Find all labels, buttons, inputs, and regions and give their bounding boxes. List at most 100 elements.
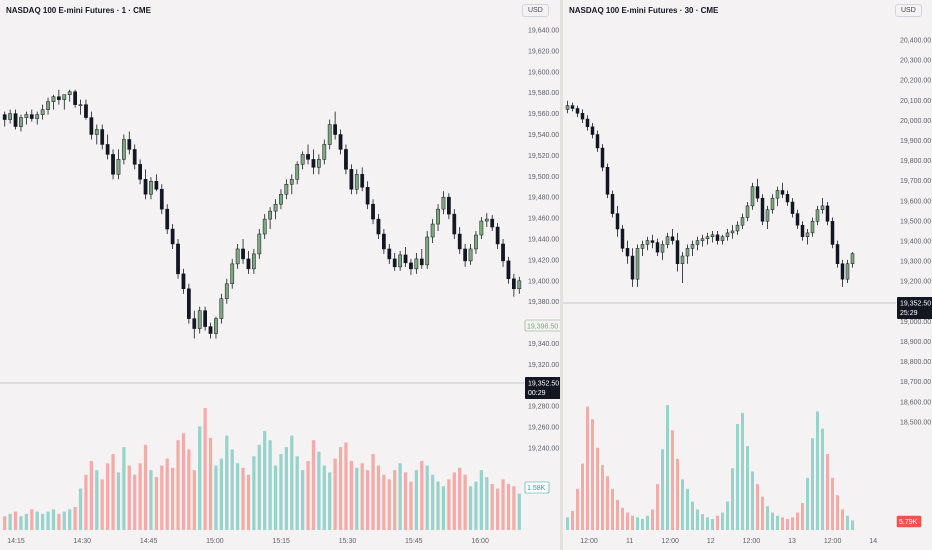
candle [300,154,305,165]
bar-countdown: 25:29 [900,310,918,317]
volume-bar [122,447,126,530]
volume-bar [766,506,769,530]
volume-bar [360,463,364,530]
volume-bar [656,484,659,530]
candle [820,205,825,210]
chart-pane-30m[interactable]: NASDAQ 100 E-mini Futures · 30 · CME USD… [563,0,932,550]
current-price-value: 19,352.50 [900,301,931,308]
volume-bar [35,511,39,530]
candle [24,114,29,118]
currency-button[interactable]: USD [895,4,922,17]
volume-bar [376,465,381,530]
volume-bar [95,470,99,530]
candle [111,154,115,175]
volume-bar [409,481,413,530]
volume-bar [236,463,240,530]
volume-bar [425,465,429,530]
volume-bar [601,465,604,530]
y-tick-label: 19,500.00 [528,174,559,181]
volume-bar [468,486,473,530]
x-tick-label: 16:00 [471,538,489,545]
candle [645,240,650,245]
candle [241,248,245,260]
candle [376,218,381,235]
chart-canvas-1m[interactable]: 19,640.00 19,620.00 19,600.00 19,580.00 19,5… [0,0,560,550]
candle [825,205,830,222]
candle [600,147,605,168]
volume-bar [706,517,709,530]
volume-bar [322,465,326,530]
candle [268,210,272,220]
candle [132,149,137,165]
candle-series [2,89,522,339]
candle [730,230,735,234]
candle [327,124,332,145]
volume-bar [127,465,131,530]
y-tick-label: 18,900.00 [900,339,931,346]
volume-bar [106,463,110,530]
candle [517,280,522,290]
x-tick-label: 12:00 [661,538,679,545]
candle [463,248,467,262]
volume-bar [591,419,594,530]
candle [695,240,700,245]
volume-bar [208,437,213,530]
volume-bar [387,479,391,530]
candle [490,218,495,228]
volume-bar [611,488,614,530]
candle [235,248,240,265]
volume-bar [736,423,739,530]
candle [625,248,630,257]
volume-bar [198,426,202,530]
volume-bar [57,513,61,530]
volume-bar [826,454,829,530]
volume-bar [73,506,77,530]
y-tick-label: 19,640.00 [528,28,559,35]
candle [414,258,419,270]
candle [700,238,705,241]
volume-bar [441,486,446,530]
candle [35,114,40,119]
candle [850,253,855,264]
volume-bar [290,435,294,530]
volume-bar [181,433,186,530]
candle [715,234,720,241]
candle [457,233,462,250]
volume-bar [311,440,316,530]
x-tick-label: 15:45 [405,538,423,545]
candle [317,159,321,168]
volume-bar [176,440,180,530]
candle [8,113,12,120]
x-tick-label: 14:30 [74,538,92,545]
volume-bar [576,488,579,530]
volume-bar [485,477,489,530]
volume-bar [458,467,462,530]
pane-divider[interactable] [560,0,563,550]
volume-bar [791,517,794,530]
volume-bar [393,470,397,530]
volume-bar [284,447,288,530]
candle [230,263,235,285]
candle [430,223,435,238]
volume-bar [501,479,505,530]
volume-bar [761,496,764,530]
volume-bar [821,428,824,530]
candle [203,310,207,327]
volume-bar [431,474,435,530]
volume-bar [349,460,353,530]
chart-canvas-30m[interactable]: 20,400.00 20,300.00 20,200.00 20,100.00 20,0… [563,0,932,550]
chart-pane-1m[interactable]: NASDAQ 100 E-mini Futures · 1 · CME USD … [0,0,560,550]
current-price-tag [525,377,560,399]
volume-bar [154,477,158,530]
volume-bar [621,507,624,530]
ghost-price-label: 19,398.50 [527,324,558,331]
volume-bar [366,470,370,530]
volume-bar [636,517,639,530]
candle [835,244,840,264]
candle [665,236,670,245]
volume-bar [726,501,729,530]
x-tick-label: 14:15 [7,538,25,545]
currency-button[interactable]: USD [522,4,549,17]
volume-bar [171,467,175,530]
volume-bar [846,515,849,530]
